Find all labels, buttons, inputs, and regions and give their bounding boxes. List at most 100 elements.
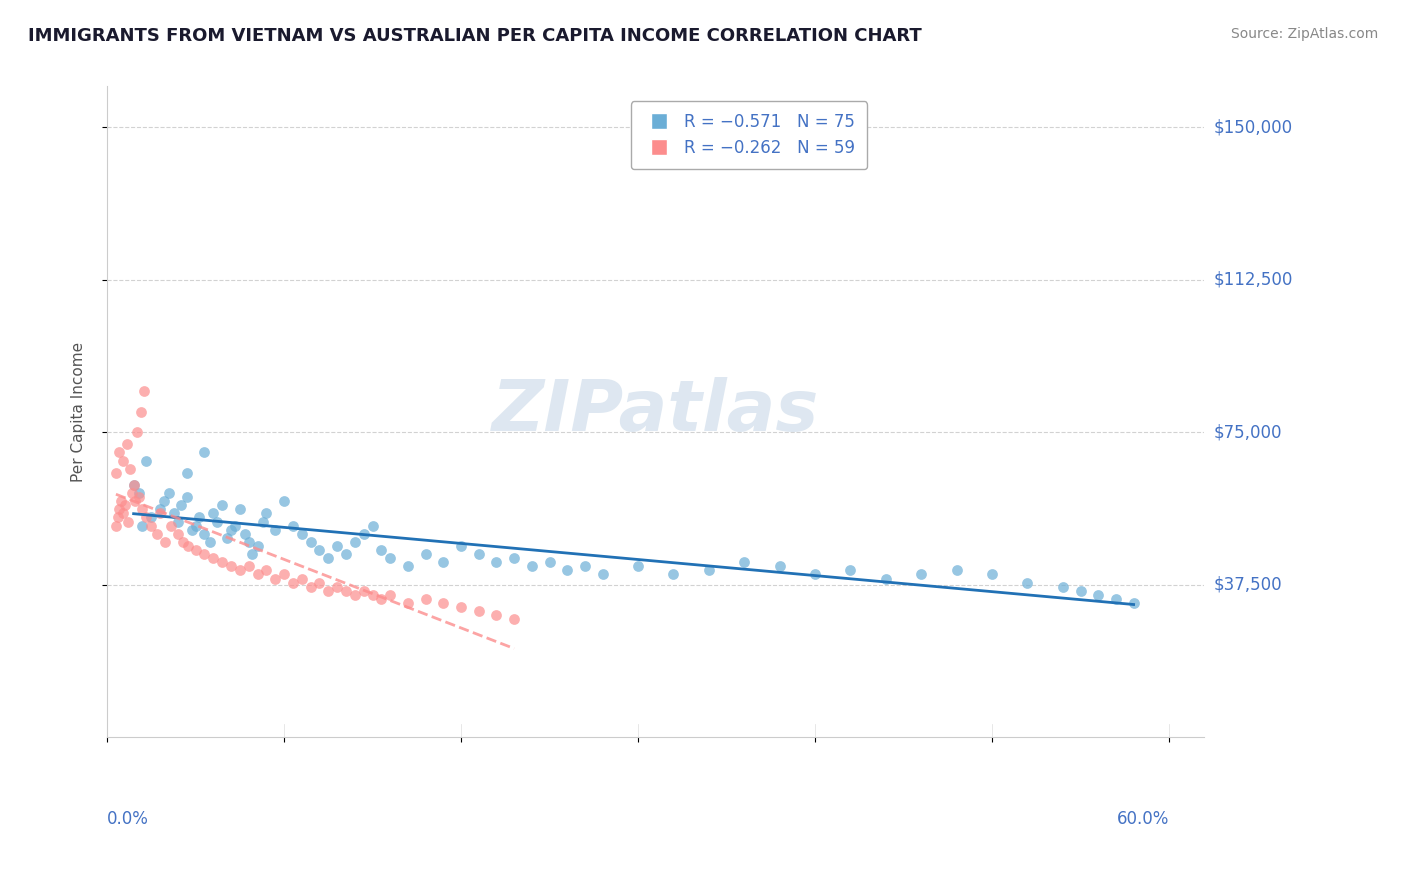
Point — [157, 486, 180, 500]
Point — [128, 490, 150, 504]
Point — [335, 583, 357, 598]
Point — [111, 507, 134, 521]
Point — [193, 547, 215, 561]
Point — [415, 591, 437, 606]
Point — [167, 526, 190, 541]
Point — [121, 486, 143, 500]
Point — [145, 526, 167, 541]
Point — [592, 567, 614, 582]
Point — [299, 580, 322, 594]
Point — [343, 588, 366, 602]
Point — [224, 518, 246, 533]
Point — [111, 453, 134, 467]
Point — [299, 535, 322, 549]
Text: $75,000: $75,000 — [1213, 423, 1282, 441]
Point — [217, 531, 239, 545]
Point — [163, 507, 186, 521]
Point — [149, 502, 172, 516]
Point — [211, 555, 233, 569]
Point — [202, 551, 225, 566]
Point — [450, 539, 472, 553]
Point — [184, 518, 207, 533]
Point — [432, 555, 454, 569]
Point — [159, 518, 181, 533]
Point — [875, 572, 897, 586]
Point — [135, 453, 157, 467]
Point — [246, 567, 269, 582]
Point — [308, 543, 330, 558]
Point — [380, 551, 402, 566]
Point — [318, 583, 340, 598]
Point — [370, 543, 392, 558]
Point — [804, 567, 827, 582]
Legend: R = −0.571   N = 75, R = −0.262   N = 59: R = −0.571 N = 75, R = −0.262 N = 59 — [631, 101, 868, 169]
Point — [254, 507, 277, 521]
Text: 0.0%: 0.0% — [107, 810, 149, 829]
Point — [152, 494, 174, 508]
Point — [468, 547, 491, 561]
Point — [134, 384, 156, 399]
Point — [177, 539, 200, 553]
Point — [520, 559, 543, 574]
Point — [1105, 591, 1128, 606]
Point — [238, 535, 260, 549]
Point — [193, 445, 215, 459]
Point — [1087, 588, 1109, 602]
Point — [238, 559, 260, 574]
Point — [627, 559, 650, 574]
Point — [252, 515, 274, 529]
Point — [233, 526, 256, 541]
Point — [485, 608, 508, 623]
Point — [335, 547, 357, 561]
Point — [120, 461, 142, 475]
Point — [229, 563, 252, 577]
Point — [769, 559, 792, 574]
Point — [219, 523, 242, 537]
Point — [188, 510, 211, 524]
Point — [131, 502, 153, 516]
Point — [396, 596, 419, 610]
Point — [181, 523, 204, 537]
Point — [370, 591, 392, 606]
Point — [1122, 596, 1144, 610]
Text: $150,000: $150,000 — [1213, 118, 1292, 136]
Point — [141, 518, 163, 533]
Point — [945, 563, 967, 577]
Point — [155, 535, 177, 549]
Point — [124, 494, 146, 508]
Point — [229, 502, 252, 516]
Point — [240, 547, 263, 561]
Point — [176, 490, 198, 504]
Point — [503, 612, 526, 626]
Point — [198, 535, 221, 549]
Point — [205, 515, 228, 529]
Point — [264, 572, 287, 586]
Point — [485, 555, 508, 569]
Point — [281, 518, 304, 533]
Point — [193, 526, 215, 541]
Point — [117, 515, 139, 529]
Point — [697, 563, 720, 577]
Point — [176, 466, 198, 480]
Point — [107, 510, 129, 524]
Point — [219, 559, 242, 574]
Point — [149, 507, 172, 521]
Point — [131, 518, 153, 533]
Point — [318, 551, 340, 566]
Point — [555, 563, 578, 577]
Point — [326, 580, 349, 594]
Point — [172, 535, 194, 549]
Point — [415, 547, 437, 561]
Point — [308, 575, 330, 590]
Point — [839, 563, 862, 577]
Point — [184, 543, 207, 558]
Text: ZIPatlas: ZIPatlas — [492, 377, 820, 446]
Point — [432, 596, 454, 610]
Point — [380, 588, 402, 602]
Point — [981, 567, 1004, 582]
Point — [468, 604, 491, 618]
Point — [108, 445, 131, 459]
Point — [503, 551, 526, 566]
Point — [1052, 580, 1074, 594]
Point — [733, 555, 755, 569]
